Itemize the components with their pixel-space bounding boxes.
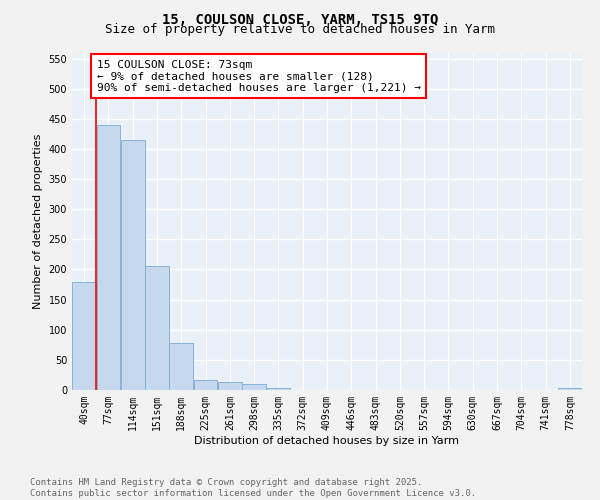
- Text: 15, COULSON CLOSE, YARM, TS15 9TQ: 15, COULSON CLOSE, YARM, TS15 9TQ: [162, 12, 438, 26]
- X-axis label: Distribution of detached houses by size in Yarm: Distribution of detached houses by size …: [194, 436, 460, 446]
- Bar: [121, 140, 145, 390]
- Bar: [169, 343, 193, 390]
- Text: 15 COULSON CLOSE: 73sqm
← 9% of detached houses are smaller (128)
90% of semi-de: 15 COULSON CLOSE: 73sqm ← 9% of detached…: [97, 60, 421, 93]
- Bar: [266, 388, 290, 390]
- Bar: [194, 380, 217, 390]
- Bar: [72, 282, 96, 390]
- Bar: [558, 388, 582, 390]
- Bar: [242, 384, 266, 390]
- Bar: [145, 266, 169, 390]
- Text: Size of property relative to detached houses in Yarm: Size of property relative to detached ho…: [105, 22, 495, 36]
- Y-axis label: Number of detached properties: Number of detached properties: [33, 134, 43, 309]
- Text: Contains HM Land Registry data © Crown copyright and database right 2025.
Contai: Contains HM Land Registry data © Crown c…: [30, 478, 476, 498]
- Bar: [97, 125, 121, 390]
- Bar: [218, 382, 242, 390]
